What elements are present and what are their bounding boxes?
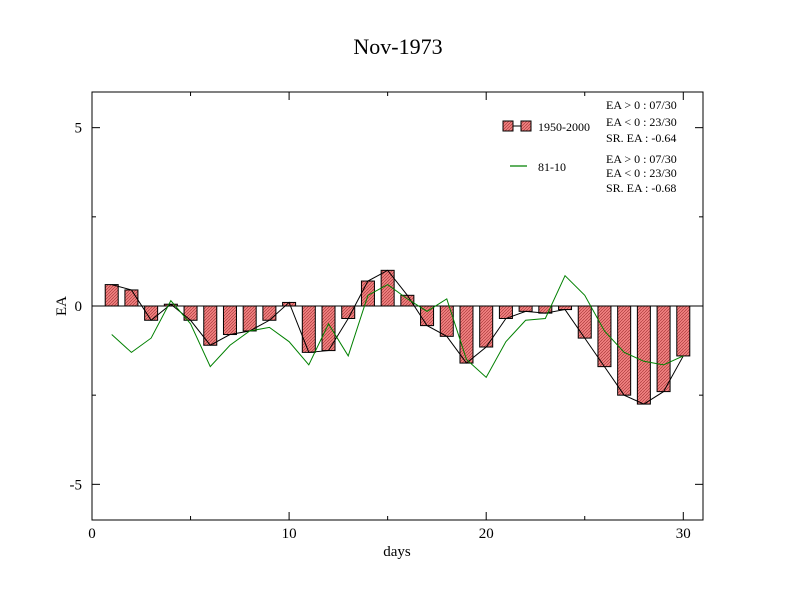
bars-group [104, 269, 691, 405]
bar-day-22 [518, 305, 533, 312]
y-axis-label: EA [54, 296, 70, 316]
bar-day-18 [439, 305, 454, 337]
y-tick-label-0: -5 [70, 477, 83, 493]
legend-stat-series-2-sr: SR. EA : -0.68 [606, 181, 676, 195]
bar-day-24 [558, 305, 573, 311]
legend-stat-series-1-neg: EA < 0 : 23/30 [606, 115, 677, 129]
legend-bar-swatch-right [520, 120, 532, 132]
bar-day-19 [459, 305, 474, 364]
axes-group: 0 10 20 30 -5 0 5 [70, 92, 703, 542]
bar-day-16 [400, 294, 415, 307]
bar-day-9 [262, 305, 277, 321]
bar-day-13 [341, 305, 356, 319]
bar-day-2 [124, 289, 139, 307]
series-81-10-line [111, 274, 684, 379]
bar-day-1 [104, 284, 119, 307]
legend-stat-series-2-pos: EA > 0 : 07/30 [606, 152, 677, 166]
x-tick-label-30: 30 [676, 526, 691, 542]
bar-day-28 [636, 305, 651, 405]
y-tick-label-1: 0 [75, 299, 83, 315]
series-1950-2000-line [111, 269, 684, 405]
legend-bar-swatch-left [502, 120, 514, 132]
bar-day-29 [656, 305, 671, 393]
bar-day-8 [242, 305, 257, 332]
bar-day-14 [360, 280, 375, 307]
bar-day-25 [577, 305, 592, 339]
legend-stat-series-1-pos: EA > 0 : 07/30 [606, 98, 677, 112]
legend-stat-series-1-sr: SR. EA : -0.64 [606, 131, 676, 145]
chart-title: Nov-1973 [353, 34, 442, 59]
bar-day-7 [222, 305, 237, 336]
lines-group [111, 269, 684, 405]
bar-day-11 [301, 305, 316, 353]
bar-day-30 [676, 305, 691, 357]
legend-label-series-1: 1950-2000 [538, 120, 590, 134]
bar-day-27 [617, 305, 632, 396]
legend-label-series-2: 81-10 [538, 160, 566, 174]
x-tick-label-20: 20 [479, 526, 494, 542]
y-tick-label-2: 5 [75, 121, 83, 137]
x-tick-label-0: 0 [88, 526, 96, 542]
x-axis-label: days [383, 544, 411, 560]
x-tick-label-10: 10 [282, 526, 297, 542]
legend: 1950-2000 EA > 0 : 07/30 EA < 0 : 23/30 … [502, 98, 677, 195]
legend-stat-series-2-neg: EA < 0 : 23/30 [606, 166, 677, 180]
